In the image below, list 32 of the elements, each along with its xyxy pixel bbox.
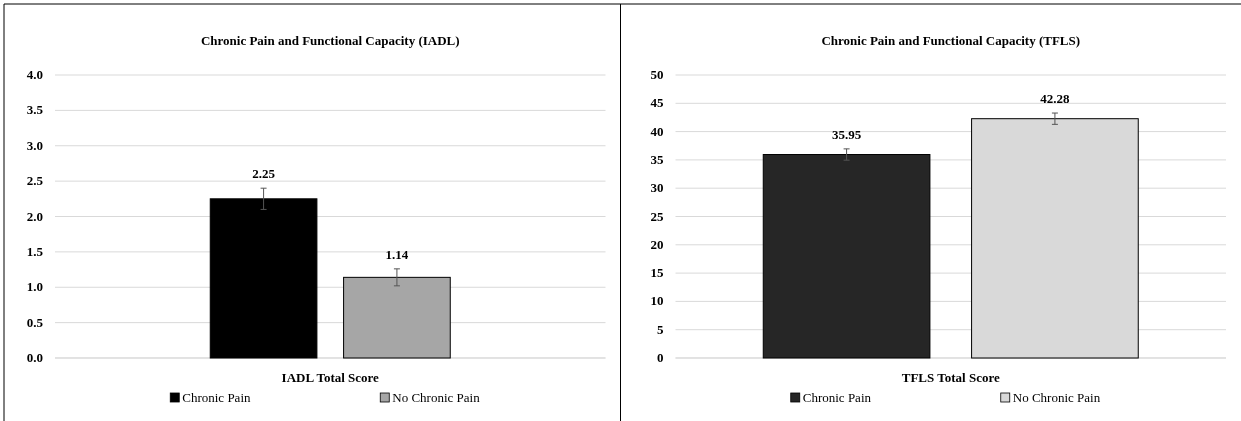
y-tick-label: 30 — [650, 180, 664, 196]
chart-title: Chronic Pain and Functional Capacity (IADL) — [200, 33, 460, 48]
legend-label: Chronic Pain — [182, 390, 251, 405]
y-tick-label: 0.5 — [26, 314, 44, 330]
y-tick-label: 1.0 — [26, 279, 43, 295]
y-tick-label: 50 — [650, 67, 664, 82]
y-tick-label: 2.0 — [26, 208, 43, 224]
y-tick-label: 2.5 — [26, 173, 44, 189]
y-tick-label: 25 — [650, 208, 664, 224]
legend-label: No Chronic Pain — [1012, 390, 1101, 405]
y-tick-label: 3.0 — [26, 137, 43, 153]
y-tick-label: 10 — [650, 293, 664, 309]
y-tick-label: 0.0 — [26, 350, 43, 365]
y-tick-label: 40 — [650, 123, 664, 139]
y-tick-label: 20 — [650, 236, 664, 252]
y-tick-label: 0 — [657, 350, 664, 365]
y-tick-label: 35 — [650, 151, 664, 167]
y-tick-label: 3.5 — [26, 102, 44, 118]
x-tick-label: TFLS Total Score — [901, 370, 1000, 385]
x-tick-label: IADL Total Score — [281, 370, 380, 385]
y-tick-label: 15 — [650, 265, 664, 281]
legend-label: No Chronic Pain — [392, 390, 481, 405]
y-tick-label: 4.0 — [26, 67, 43, 82]
data-label: 1.14 — [385, 246, 409, 262]
data-label: 42.28 — [1040, 91, 1071, 107]
data-label: 2.25 — [252, 166, 276, 182]
chart-title: Chronic Pain and Functional Capacity (TFLS) — [821, 33, 1081, 48]
y-tick-label: 5 — [657, 321, 664, 337]
legend-label: Chronic Pain — [802, 390, 872, 405]
y-tick-label: 45 — [650, 95, 664, 111]
data-label: 35.95 — [831, 126, 862, 142]
y-tick-label: 1.5 — [26, 243, 44, 259]
